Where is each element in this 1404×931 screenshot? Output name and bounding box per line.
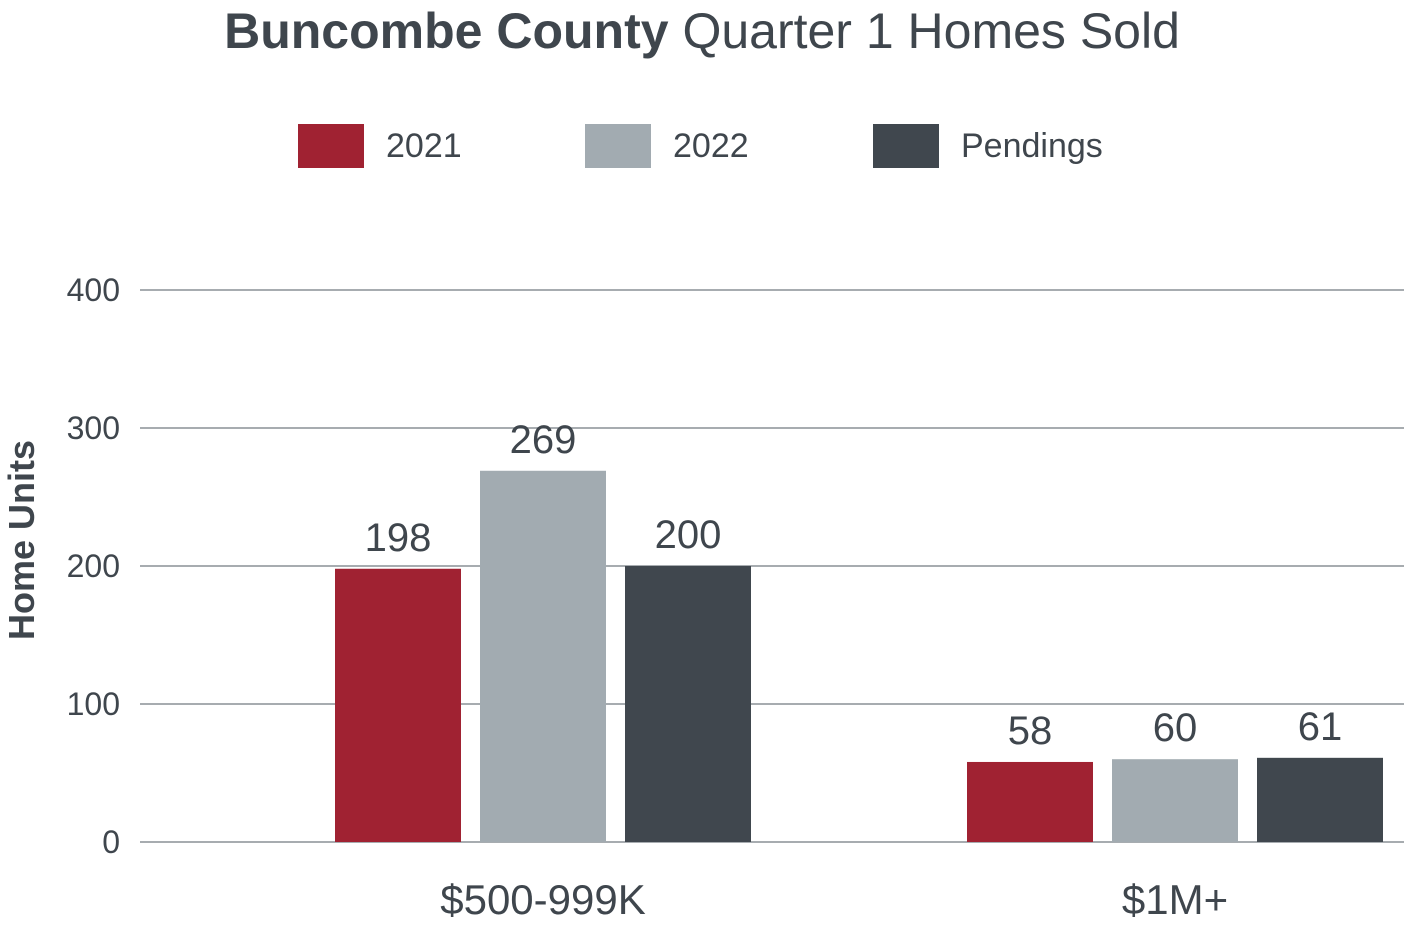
bar-pendings-1	[625, 566, 751, 842]
bar-2022-2	[1112, 759, 1238, 842]
legend-swatch-2022	[585, 124, 651, 168]
bars	[335, 470, 1383, 842]
legend-label-2021: 2021	[386, 127, 462, 165]
x-tick-label-2: $1M+	[1122, 876, 1228, 923]
y-tick-label-200: 200	[67, 548, 120, 584]
legend: 2021 2022 Pendings	[0, 122, 1404, 170]
legend-label-pendings: Pendings	[961, 127, 1103, 165]
chart-title: Buncombe County Quarter 1 Homes Sold	[0, 0, 1404, 62]
y-tick-label-100: 100	[67, 686, 120, 722]
legend-label-2022: 2022	[673, 127, 749, 165]
bar-2021-2	[967, 761, 1093, 842]
y-axis-label: Home Units	[1, 440, 42, 640]
data-label-2021-2: 58	[1008, 709, 1053, 753]
bar-2021-1	[335, 568, 461, 842]
labels: 0 100 200 300 400 198 269 200 $500-999K 58 60 61 $1M…	[67, 272, 1343, 923]
bar-pendings-2	[1257, 757, 1383, 842]
legend-swatch-2021	[298, 124, 364, 168]
y-tick-label-300: 300	[67, 410, 120, 446]
legend-swatch-pendings	[873, 124, 939, 168]
y-tick-label-0: 0	[102, 824, 120, 860]
bar-2022-1	[480, 470, 606, 842]
data-label-pendings-2: 61	[1298, 705, 1343, 749]
chart-title-bold: Buncombe County	[224, 3, 669, 59]
data-label-2022-1: 269	[510, 418, 577, 462]
data-label-pendings-1: 200	[655, 513, 722, 557]
data-label-2021-1: 198	[365, 516, 432, 560]
data-label-2022-2: 60	[1153, 706, 1198, 750]
chart-title-rest: Quarter 1 Homes Sold	[682, 3, 1180, 59]
y-tick-label-400: 400	[67, 272, 120, 308]
x-tick-label-1: $500-999K	[440, 876, 646, 923]
